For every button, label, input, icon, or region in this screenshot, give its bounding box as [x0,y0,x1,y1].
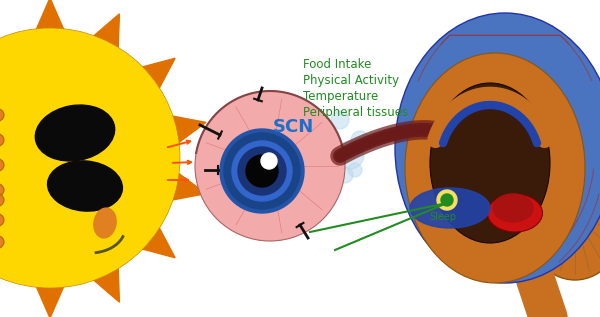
Polygon shape [71,239,119,302]
Circle shape [224,133,300,209]
Circle shape [348,163,362,177]
Ellipse shape [0,158,4,172]
Polygon shape [71,14,119,77]
Polygon shape [114,202,175,258]
Ellipse shape [0,108,4,122]
Ellipse shape [94,208,116,238]
Ellipse shape [532,179,578,251]
Ellipse shape [47,161,122,211]
Circle shape [320,180,340,200]
Polygon shape [25,0,76,56]
Ellipse shape [523,150,600,280]
Circle shape [232,141,292,201]
Circle shape [261,153,277,169]
Circle shape [351,131,369,149]
Ellipse shape [0,213,4,227]
Polygon shape [143,111,206,160]
Circle shape [220,129,304,213]
Circle shape [441,194,453,206]
Ellipse shape [410,188,490,228]
Text: Temperature: Temperature [303,90,378,103]
Ellipse shape [493,194,533,222]
Polygon shape [25,260,76,317]
Text: Peripheral tissues: Peripheral tissues [303,106,408,119]
Ellipse shape [0,133,4,147]
Circle shape [437,190,457,210]
Circle shape [337,167,353,183]
Polygon shape [143,156,206,205]
Circle shape [246,155,278,187]
Text: Sleep: Sleep [429,212,456,222]
Circle shape [290,185,320,215]
Ellipse shape [0,183,4,197]
Circle shape [318,133,342,157]
Ellipse shape [395,13,600,283]
Text: Physical Activity: Physical Activity [303,74,399,87]
Circle shape [336,141,364,169]
Ellipse shape [0,235,4,249]
Ellipse shape [405,53,585,283]
Circle shape [0,28,180,288]
Ellipse shape [35,105,115,161]
Text: Food Intake: Food Intake [303,58,371,72]
Text: SCN: SCN [273,118,314,136]
Circle shape [292,112,328,148]
Ellipse shape [0,193,4,207]
Ellipse shape [487,194,542,232]
Polygon shape [114,58,175,114]
Ellipse shape [430,83,550,243]
Circle shape [238,147,286,195]
Circle shape [331,111,349,129]
Circle shape [195,91,345,241]
